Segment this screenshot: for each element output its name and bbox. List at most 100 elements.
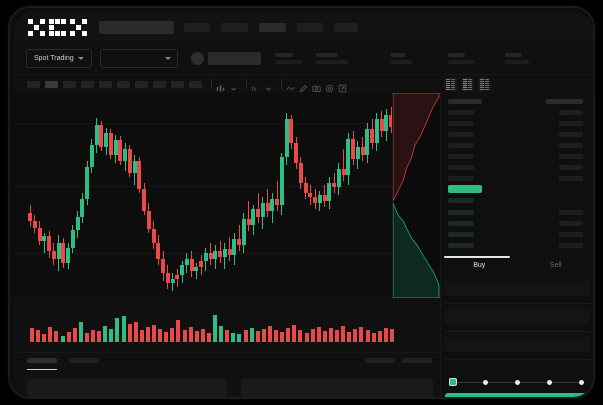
form-divider: [445, 331, 590, 332]
orderbook-bid-row[interactable]: [448, 221, 474, 226]
volume-bar: [164, 332, 169, 342]
form-divider: [445, 303, 590, 304]
timeframe-30m[interactable]: [81, 80, 94, 88]
tab-sell[interactable]: Sell: [549, 262, 562, 269]
orderbook-bid-amount: [559, 243, 583, 248]
orderbook-ask-row[interactable]: [448, 165, 474, 170]
buy-submit-button[interactable]: [445, 393, 590, 397]
indicator-icon[interactable]: fx: [251, 80, 260, 92]
nav-item-buy-crypto[interactable]: [184, 23, 210, 32]
indicator-caret-icon[interactable]: [264, 80, 273, 91]
orderbook-bid-row[interactable]: [448, 210, 474, 215]
chart-type-icon[interactable]: [216, 80, 225, 91]
bottom-panel-left[interactable]: [27, 379, 227, 397]
orderbook-bid-row[interactable]: [448, 198, 474, 203]
timeframe-4h[interactable]: [117, 80, 130, 88]
timeframe-1m[interactable]: [27, 80, 40, 88]
bottom-panel-right[interactable]: [241, 379, 433, 397]
stat-24h-change: [315, 53, 348, 64]
settings-gear-icon[interactable]: [325, 80, 334, 92]
orderbook-ask-row[interactable]: [448, 132, 474, 137]
orderbook-ask-row[interactable]: [448, 176, 474, 181]
volume-bar: [286, 328, 291, 342]
order-type-field[interactable]: [445, 281, 590, 296]
order-amount-slider[interactable]: [449, 378, 585, 387]
volume-bar: [109, 329, 114, 342]
volume-bar: [91, 330, 95, 342]
nav-item-markets[interactable]: [221, 23, 248, 32]
timeframe-1d[interactable]: [135, 80, 148, 88]
stat-last-price: [274, 53, 302, 64]
depth-chart: [392, 93, 440, 298]
trade-side-tabs: Buy Sell: [441, 256, 593, 278]
volume-bar: [133, 322, 138, 342]
timeframe-5m[interactable]: [45, 80, 58, 88]
volume-bar: [48, 327, 53, 342]
volume-bar: [84, 333, 89, 342]
timeframe-1mo[interactable]: [171, 80, 184, 88]
amount-input[interactable]: [445, 337, 590, 352]
slider-handle[interactable]: [449, 378, 457, 386]
bottom-tab-open-orders[interactable]: [27, 358, 57, 363]
volume-bar: [243, 330, 248, 342]
line-tool-icon[interactable]: [286, 80, 295, 90]
timeframe-15m[interactable]: [63, 80, 76, 88]
volume-bar: [371, 333, 376, 342]
orderbook-ask-amount: [559, 121, 583, 126]
bottom-tab-order-history[interactable]: [69, 358, 99, 363]
timeframe-1w[interactable]: [153, 80, 166, 88]
orderbook-ask-row[interactable]: [448, 121, 474, 126]
volume-bar: [115, 318, 120, 342]
nav-item-more[interactable]: [334, 23, 358, 32]
timeframe-1h[interactable]: [99, 80, 112, 88]
snapshot-camera-icon[interactable]: [312, 80, 321, 92]
volume-bar: [176, 320, 181, 342]
volume-bar: [365, 330, 370, 342]
candlestick-chart[interactable]: [14, 93, 434, 297]
slider-stop-75[interactable]: [547, 379, 552, 385]
toolbar-divider: [211, 79, 212, 89]
orderbook-ask-row[interactable]: [448, 154, 474, 159]
ob-mode-bids-icon[interactable]: [461, 77, 474, 91]
slider-stop-50[interactable]: [515, 379, 520, 385]
volume-bar: [219, 326, 224, 342]
slider-stop-100[interactable]: [579, 379, 584, 385]
volume-bar: [316, 327, 321, 342]
orderbook-bid-row[interactable]: [448, 232, 474, 237]
okx-logo[interactable]: [28, 19, 87, 36]
form-divider: [445, 359, 590, 360]
price-input[interactable]: [445, 309, 590, 324]
orderbook-ask-row[interactable]: [448, 110, 474, 115]
nav-item-earn[interactable]: [297, 23, 323, 32]
trade-tab-active-underline: [444, 256, 510, 258]
chart-type-caret-icon[interactable]: [229, 80, 238, 91]
volume-bar: [145, 327, 150, 342]
draw-pencil-icon[interactable]: [299, 80, 308, 92]
tab-buy[interactable]: Buy: [473, 262, 486, 269]
top-navigation-bar: [14, 12, 593, 43]
orderbook-ask-amount: [559, 176, 583, 181]
volume-bar: [389, 329, 394, 342]
orderbook-bid-row[interactable]: [448, 243, 474, 248]
orderbook-ask-amount: [559, 165, 583, 170]
orderbook-bid-amount: [559, 210, 583, 215]
nav-item-trade[interactable]: [259, 23, 286, 32]
bottom-action-1[interactable]: [365, 358, 395, 363]
trading-mode-selector[interactable]: Spot Trading: [26, 49, 92, 68]
global-search-input[interactable]: [99, 21, 174, 34]
volume-baseline: [30, 341, 394, 342]
orderbook-ask-amount: [559, 132, 583, 137]
ob-mode-both-icon[interactable]: [444, 77, 457, 91]
trading-pair-selector[interactable]: [99, 49, 178, 68]
bottom-action-2[interactable]: [402, 358, 432, 363]
bottom-actions: [365, 358, 432, 363]
slider-stop-25[interactable]: [483, 379, 488, 385]
volume-bar: [36, 330, 41, 342]
volume-bar: [249, 328, 254, 342]
fullscreen-icon[interactable]: [338, 80, 347, 92]
device-frame: Spot Trading: [8, 6, 595, 399]
timeframe-more[interactable]: [189, 80, 202, 88]
orderbook-bid-amount: [559, 232, 583, 237]
orderbook-ask-row[interactable]: [448, 143, 474, 148]
ob-mode-asks-icon[interactable]: [478, 77, 491, 91]
